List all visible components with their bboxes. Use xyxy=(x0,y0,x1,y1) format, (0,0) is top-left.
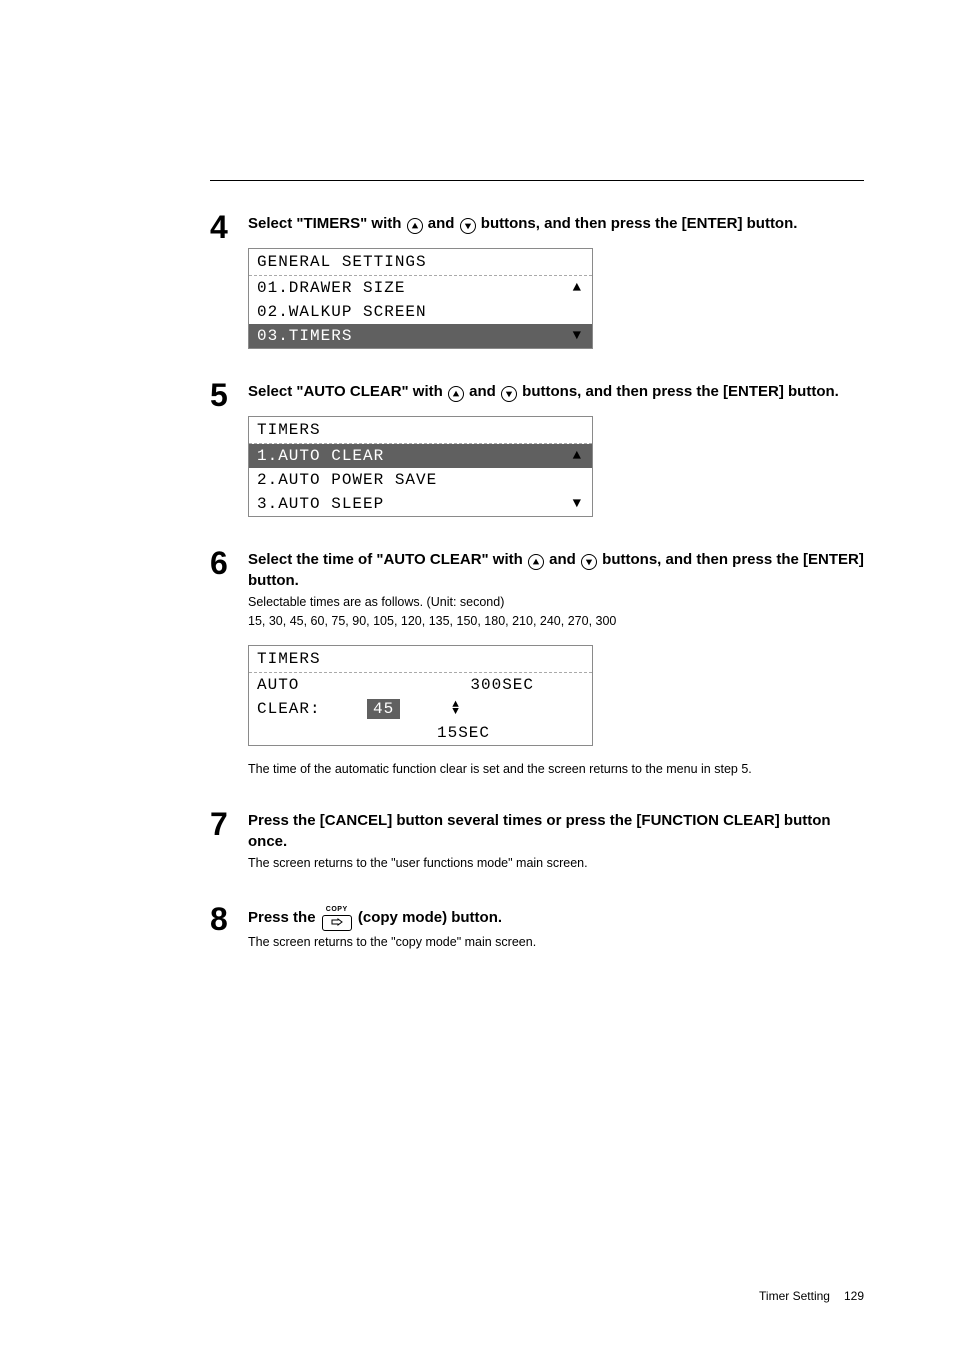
down-triangle-icon: ▼ xyxy=(573,496,584,512)
updown-icon: ▲▼ xyxy=(452,702,460,716)
lcd-label: 2.AUTO POWER SAVE xyxy=(257,471,584,489)
step-number: 6 xyxy=(210,545,248,778)
desc-text: Selectable times are as follows. (Unit: … xyxy=(248,595,504,609)
lcd-row-selected: 03.TIMERS ▼ xyxy=(249,324,592,348)
up-triangle-icon: ▲ xyxy=(573,448,584,464)
up-icon xyxy=(528,554,544,570)
step-body: Select the time of "AUTO CLEAR" with and… xyxy=(248,545,864,778)
title-text: and xyxy=(469,383,500,400)
lcd-label: 3.AUTO SLEEP xyxy=(257,495,573,513)
step-desc: The screen returns to the "user function… xyxy=(248,854,864,873)
up-icon xyxy=(448,386,464,402)
lcd-row: CLEAR: 45 ▲▼ xyxy=(249,697,592,721)
lcd-row: AUTO 300SEC xyxy=(249,673,592,697)
horizontal-rule xyxy=(210,180,864,181)
lcd-row: 15SEC xyxy=(249,721,592,745)
lcd-header: GENERAL SETTINGS xyxy=(249,249,592,276)
title-text: (copy mode) button. xyxy=(358,909,502,926)
lcd-screen: GENERAL SETTINGS 01.DRAWER SIZE ▲ 02.WAL… xyxy=(248,248,593,349)
step-4: 4 Select "TIMERS" with and buttons, and … xyxy=(210,209,864,349)
step-number: 7 xyxy=(210,806,248,873)
title-text: buttons, and then press the [ENTER] butt… xyxy=(481,215,798,232)
desc-text: 15, 30, 45, 60, 75, 90, 105, 120, 135, 1… xyxy=(248,614,616,628)
lcd-label: AUTO xyxy=(257,676,299,694)
lcd-row: 2.AUTO POWER SAVE xyxy=(249,468,592,492)
title-text: buttons, and then press the [ENTER] butt… xyxy=(522,383,839,400)
title-text: Press the xyxy=(248,909,320,926)
down-triangle-icon: ▼ xyxy=(573,328,584,344)
step-number: 8 xyxy=(210,901,248,952)
step-body: Select "AUTO CLEAR" with and buttons, an… xyxy=(248,377,864,517)
lcd-label: 03.TIMERS xyxy=(257,327,573,345)
step-desc: The screen returns to the "copy mode" ma… xyxy=(248,933,864,952)
step-title: Select "AUTO CLEAR" with and buttons, an… xyxy=(248,381,864,402)
step-title: Press the COPY (copy mode) button. xyxy=(248,905,864,931)
lcd-label: 1.AUTO CLEAR xyxy=(257,447,573,465)
step-body: Select "TIMERS" with and buttons, and th… xyxy=(248,209,864,349)
step-body: Press the COPY (copy mode) button. The s… xyxy=(248,901,864,952)
step-5: 5 Select "AUTO CLEAR" with and buttons, … xyxy=(210,377,864,517)
title-text: Select "TIMERS" with xyxy=(248,215,406,232)
lcd-screen: TIMERS AUTO 300SEC CLEAR: 45 ▲▼ 15SEC xyxy=(248,645,593,746)
copy-mode-button-icon: COPY xyxy=(322,905,352,931)
lcd-current-value: 45 xyxy=(367,699,400,719)
title-text: Select the time of "AUTO CLEAR" with xyxy=(248,551,527,568)
lcd-min-value: 15SEC xyxy=(437,724,490,742)
step-title: Select "TIMERS" with and buttons, and th… xyxy=(248,213,864,234)
step-number: 4 xyxy=(210,209,248,349)
footer-label: Timer Setting xyxy=(759,1289,830,1303)
step-title: Select the time of "AUTO CLEAR" with and… xyxy=(248,549,864,591)
footer-page: 129 xyxy=(844,1289,864,1303)
step-title: Press the [CANCEL] button several times … xyxy=(248,810,864,852)
lcd-row: 3.AUTO SLEEP ▼ xyxy=(249,492,592,516)
lcd-label: CLEAR: xyxy=(257,700,367,718)
step-number: 5 xyxy=(210,377,248,517)
lcd-header: TIMERS xyxy=(249,646,592,673)
down-icon xyxy=(460,218,476,234)
lcd-row: 01.DRAWER SIZE ▲ xyxy=(249,276,592,300)
lcd-max-value: 300SEC xyxy=(470,676,584,694)
title-text: and xyxy=(549,551,580,568)
lcd-label: 01.DRAWER SIZE xyxy=(257,279,573,297)
down-icon xyxy=(581,554,597,570)
copy-rect-icon xyxy=(322,915,352,931)
step-after-text: The time of the automatic function clear… xyxy=(248,760,864,779)
step-8: 8 Press the COPY (copy mode) button. The… xyxy=(210,901,864,952)
down-icon xyxy=(501,386,517,402)
lcd-row-selected: 1.AUTO CLEAR ▲ xyxy=(249,444,592,468)
step-desc: Selectable times are as follows. (Unit: … xyxy=(248,593,864,631)
lcd-row: 02.WALKUP SCREEN xyxy=(249,300,592,324)
up-icon xyxy=(407,218,423,234)
lcd-label: 02.WALKUP SCREEN xyxy=(257,303,584,321)
title-text: Select "AUTO CLEAR" with xyxy=(248,383,447,400)
step-6: 6 Select the time of "AUTO CLEAR" with a… xyxy=(210,545,864,778)
title-text: and xyxy=(428,215,459,232)
copy-label: COPY xyxy=(326,905,348,915)
lcd-screen: TIMERS 1.AUTO CLEAR ▲ 2.AUTO POWER SAVE … xyxy=(248,416,593,517)
lcd-header: TIMERS xyxy=(249,417,592,444)
step-body: Press the [CANCEL] button several times … xyxy=(248,806,864,873)
up-triangle-icon: ▲ xyxy=(573,280,584,296)
footer: Timer Setting 129 xyxy=(759,1289,864,1303)
page-content: 4 Select "TIMERS" with and buttons, and … xyxy=(0,0,954,952)
step-7: 7 Press the [CANCEL] button several time… xyxy=(210,806,864,873)
